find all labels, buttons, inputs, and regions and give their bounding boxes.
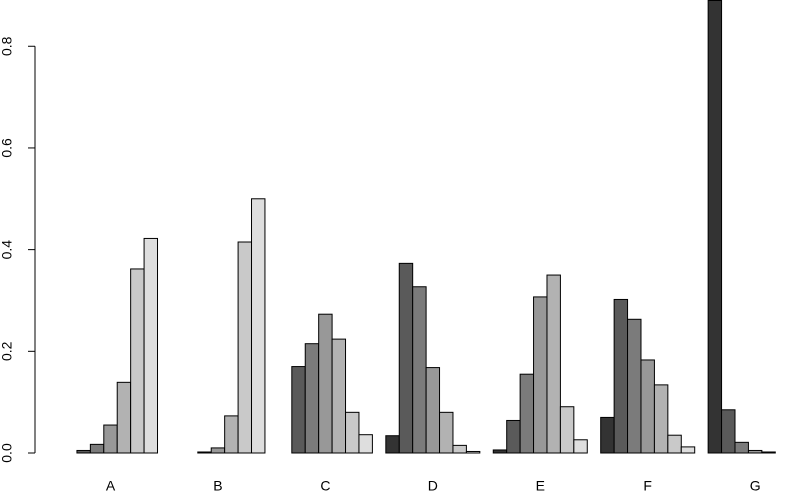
y-tick-label: 0.4 (0, 240, 15, 260)
bar (439, 411, 454, 454)
bar (116, 381, 132, 454)
bar (89, 443, 105, 454)
bar (251, 198, 266, 454)
bar (385, 435, 400, 454)
bar (130, 268, 145, 454)
bar (667, 434, 682, 454)
bar (425, 367, 441, 454)
bar (640, 359, 655, 454)
y-tick-label: 0.2 (0, 341, 15, 361)
bar (465, 450, 481, 454)
bar (291, 366, 306, 454)
bar (345, 411, 360, 454)
x-tick-label: G (750, 478, 761, 492)
bar (533, 296, 548, 454)
bar (412, 286, 427, 454)
bar (734, 441, 749, 454)
bar (398, 262, 414, 454)
bar (747, 449, 763, 454)
bar (761, 451, 776, 454)
bar (103, 424, 118, 454)
y-tick-label: 0.0 (0, 443, 15, 463)
bar (452, 444, 467, 454)
bar (304, 343, 320, 454)
bar (331, 338, 347, 454)
bar (721, 409, 736, 454)
bar (519, 373, 535, 454)
bar (506, 419, 521, 454)
x-tick-label: A (106, 478, 116, 492)
bar (237, 241, 253, 454)
bar (210, 447, 226, 454)
y-tick-label: 0.8 (0, 36, 15, 56)
x-tick-label: F (643, 478, 652, 492)
bar (318, 313, 333, 454)
bar (546, 274, 561, 454)
bar (76, 449, 91, 454)
bar (627, 318, 642, 454)
x-tick-label: B (213, 478, 222, 492)
bar (492, 449, 508, 454)
x-tick-label: E (536, 478, 545, 492)
bar (613, 298, 629, 454)
bar (197, 451, 212, 454)
bar (600, 416, 615, 454)
bar (358, 434, 373, 454)
bar (224, 415, 239, 454)
bar (573, 439, 588, 454)
bar (559, 406, 575, 454)
bar (653, 384, 669, 454)
y-tick-label: 0.6 (0, 138, 15, 158)
x-tick-label: D (428, 478, 438, 492)
bar (680, 446, 696, 454)
bar (707, 0, 723, 454)
x-tick-label: C (320, 478, 330, 492)
bar (143, 237, 159, 454)
